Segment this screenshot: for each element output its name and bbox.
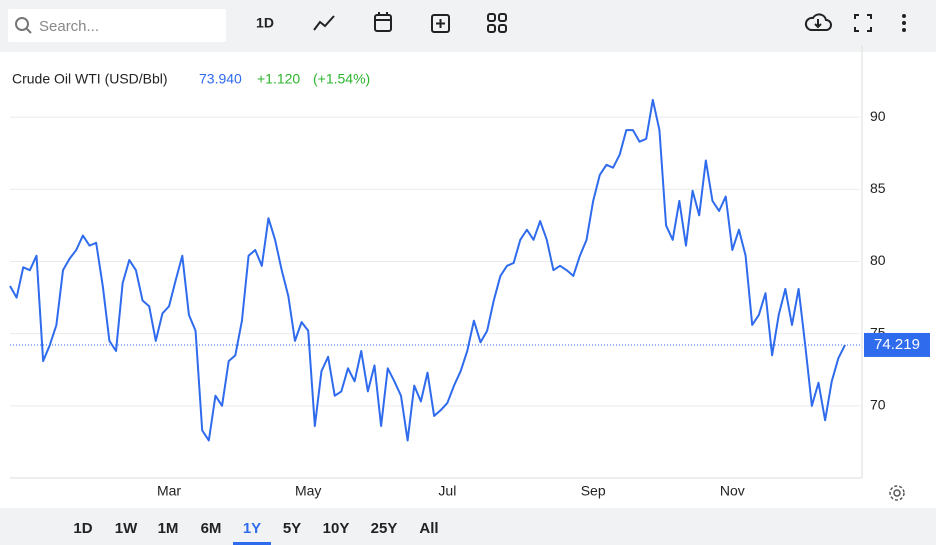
indicator-icon[interactable] <box>431 14 450 33</box>
price: 73.940 <box>199 71 242 87</box>
range-tab[interactable]: 1Y <box>243 520 261 537</box>
layout-icon[interactable] <box>487 13 507 33</box>
menu-icon[interactable] <box>902 14 906 32</box>
download-icon[interactable] <box>804 13 832 31</box>
range-tab[interactable]: 10Y <box>323 520 350 537</box>
range-bar <box>0 508 936 545</box>
symbol-name: Crude Oil WTI (USD/Bbl) <box>12 71 168 87</box>
last-price-tag <box>864 332 930 357</box>
x-tick-label: Jul <box>438 483 456 499</box>
x-tick-label: May <box>295 483 321 499</box>
x-tick-label: Mar <box>157 483 181 499</box>
y-tick-label: 80 <box>870 252 886 268</box>
range-tab[interactable]: 6M <box>201 520 222 537</box>
y-tick-label: 70 <box>870 397 886 413</box>
interval-button[interactable]: 1D <box>256 15 274 31</box>
chart-type-icon[interactable] <box>313 15 335 31</box>
search-box[interactable] <box>8 9 226 42</box>
last-price-label: 74.219 <box>874 336 920 353</box>
range-tab[interactable]: 1W <box>115 520 138 537</box>
active-tab-underline <box>233 542 271 545</box>
range-tab[interactable]: 5Y <box>283 520 301 537</box>
gear-icon[interactable] <box>889 485 905 501</box>
range-tab[interactable]: 1D <box>73 520 92 537</box>
price-line <box>9 98 846 442</box>
y-tick-label: 90 <box>870 108 886 124</box>
fullscreen-icon[interactable] <box>854 14 872 32</box>
price-change: +1.120 <box>257 71 300 87</box>
price-change-percent: (+1.54%) <box>313 71 370 87</box>
range-tab[interactable]: 1M <box>158 520 179 537</box>
search-placeholder: Search... <box>39 18 99 35</box>
x-tick-label: Nov <box>720 483 745 499</box>
range-tab[interactable]: 25Y <box>371 520 398 537</box>
x-tick-label: Sep <box>581 483 606 499</box>
y-tick-label: 85 <box>870 180 886 196</box>
search-icon <box>15 17 32 34</box>
calendar-icon[interactable] <box>374 12 392 32</box>
range-tab[interactable]: All <box>419 520 438 537</box>
